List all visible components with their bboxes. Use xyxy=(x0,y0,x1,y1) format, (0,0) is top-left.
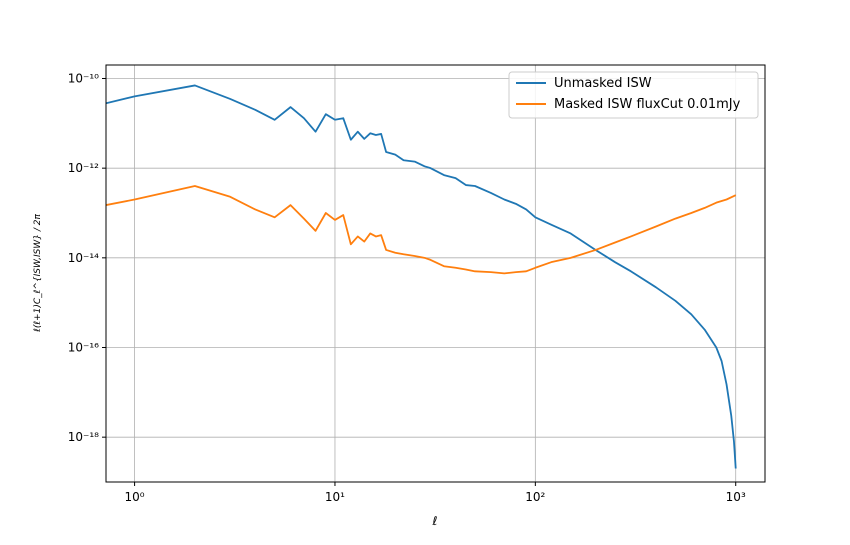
grid-lines xyxy=(106,65,765,482)
y-axis-label-group: ℓ(ℓ+1)C_ℓ^{ISW,ISW} / 2π xyxy=(33,214,43,333)
legend-label-unmasked: Unmasked ISW xyxy=(554,76,652,91)
x-tick-label: 10⁰ xyxy=(125,490,145,504)
x-axis-ticks: 10⁰ 10¹ 10² 10³ xyxy=(125,482,746,504)
series-group xyxy=(106,84,737,469)
x-axis-label: ℓ xyxy=(432,514,438,528)
x-tick-label: 10¹ xyxy=(325,490,345,504)
y-axis-label: ℓ(ℓ+1)C_ℓ^{ISW,ISW} / 2π xyxy=(33,214,43,333)
x-axis-label-group: ℓ xyxy=(432,514,438,528)
legend-label-masked: Masked ISW fluxCut 0.01mJy xyxy=(554,97,741,112)
y-tick-label: 10⁻¹⁴ xyxy=(68,251,99,265)
y-tick-label: 10⁻¹⁸ xyxy=(68,430,99,444)
plot-area xyxy=(106,84,737,469)
series-line-masked-isw xyxy=(106,185,737,275)
y-tick-label: 10⁻¹⁰ xyxy=(68,71,99,85)
legend: Unmasked ISW Masked ISW fluxCut 0.01mJy xyxy=(508,71,759,119)
plot-frame xyxy=(105,64,766,483)
x-tick-label: 10² xyxy=(525,490,545,504)
y-axis-ticks: 10⁻¹⁰ 10⁻¹² 10⁻¹⁴ 10⁻¹⁶ 10⁻¹⁸ xyxy=(68,71,106,444)
series-line-unmasked-isw xyxy=(106,84,737,469)
y-tick-label: 10⁻¹² xyxy=(68,161,99,175)
legend-box xyxy=(508,71,759,119)
x-tick-label: 10³ xyxy=(726,490,746,504)
y-tick-label: 10⁻¹⁶ xyxy=(68,340,99,354)
